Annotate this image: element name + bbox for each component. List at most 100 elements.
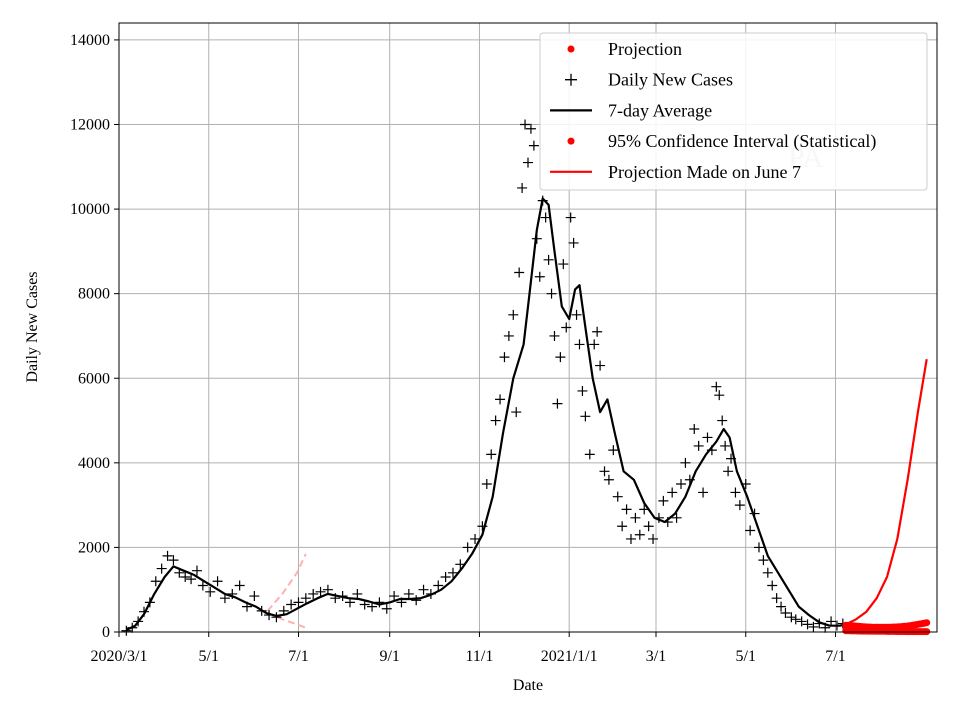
daily-new-cases-marker — [558, 259, 569, 270]
legend-marker — [567, 137, 575, 145]
daily-new-cases-marker — [762, 567, 773, 578]
daily-new-cases-marker — [462, 542, 473, 553]
daily-new-cases-marker — [168, 555, 179, 566]
daily-new-cases-marker — [580, 411, 591, 422]
daily-new-cases-marker — [205, 586, 216, 597]
legend-label: 95% Confidence Interval (Statistical) — [608, 131, 876, 152]
daily-new-cases-marker — [418, 584, 429, 595]
daily-new-cases-marker — [433, 580, 444, 591]
x-axis-label: Date — [513, 677, 543, 694]
legend-label: Projection Made on June 7 — [608, 162, 801, 182]
daily-new-cases-marker — [790, 614, 801, 625]
daily-new-cases-marker — [191, 565, 202, 576]
daily-new-cases-marker — [643, 521, 654, 532]
daily-new-cases-marker — [315, 586, 326, 597]
daily-new-cases-marker — [767, 580, 778, 591]
legend-label: Daily New Cases — [608, 70, 733, 90]
y-tick-label: 14000 — [70, 32, 110, 49]
daily-new-cases-marker — [667, 487, 678, 498]
daily-new-cases-marker — [584, 449, 595, 460]
daily-new-cases-marker — [771, 593, 782, 604]
daily-new-cases-marker — [776, 601, 787, 612]
daily-new-cases-marker — [271, 612, 282, 623]
daily-new-cases-marker — [555, 352, 566, 363]
early-projection-lower — [267, 612, 307, 629]
daily-new-cases-marker — [676, 478, 687, 489]
early-projection — [266, 553, 307, 629]
daily-new-cases-marker — [717, 415, 728, 426]
daily-new-cases-marker — [680, 457, 691, 468]
daily-new-cases-marker — [634, 529, 645, 540]
daily-new-cases-marker — [150, 576, 161, 587]
daily-new-cases-marker — [658, 495, 669, 506]
daily-new-cases-marker — [540, 212, 551, 223]
daily-new-cases-marker — [714, 390, 725, 401]
daily-new-cases-marker — [758, 555, 769, 566]
daily-new-cases-marker — [734, 500, 745, 511]
daily-new-cases-marker — [753, 542, 764, 553]
legend-marker — [567, 45, 575, 53]
daily-new-cases-marker — [511, 407, 522, 418]
daily-new-cases-marker — [520, 119, 531, 130]
x-tick-label: 5/1 — [199, 648, 219, 665]
y-tick-label: 0 — [102, 624, 110, 641]
daily-new-cases-marker — [525, 123, 536, 134]
daily-new-cases-marker — [300, 593, 311, 604]
daily-new-cases-marker — [571, 309, 582, 320]
daily-new-cases-marker — [730, 487, 741, 498]
daily-new-cases-marker — [568, 237, 579, 248]
daily-new-cases-marker — [565, 212, 576, 223]
daily-new-cases-marker — [121, 625, 132, 636]
daily-new-cases-marker — [671, 512, 682, 523]
daily-new-cases-marker — [574, 339, 585, 350]
daily-new-cases-marker — [612, 491, 623, 502]
daily-new-cases-marker — [389, 591, 400, 602]
daily-new-cases-marker — [212, 576, 223, 587]
daily-new-cases-marker — [180, 572, 191, 583]
y-tick-label: 4000 — [78, 455, 110, 472]
plot-frame — [118, 22, 938, 633]
daily-new-cases-marker — [162, 550, 173, 561]
daily-new-cases-marker — [308, 588, 319, 599]
y-tick-label: 12000 — [70, 117, 110, 134]
daily-new-cases-marker — [234, 580, 245, 591]
series-line — [845, 359, 928, 626]
x-tick-label: 2020/3/1 — [91, 648, 148, 665]
daily-new-cases-marker — [508, 309, 519, 320]
daily-new-cases-marker — [577, 385, 588, 396]
daily-new-cases-marker — [546, 288, 557, 299]
daily-new-cases-marker — [698, 487, 709, 498]
daily-new-cases-marker — [802, 619, 813, 630]
daily-new-cases-marker — [621, 504, 632, 515]
daily-new-cases-marker — [403, 588, 414, 599]
daily-new-cases-marker — [481, 478, 492, 489]
daily-new-cases-marker — [711, 381, 722, 392]
daily-new-cases-marker — [517, 182, 528, 193]
daily-new-cases-marker — [745, 525, 756, 536]
daily-new-cases-marker — [786, 612, 797, 623]
x-tick-label: 11/1 — [466, 648, 494, 665]
daily-new-cases-marker — [796, 616, 807, 627]
daily-new-cases-marker — [599, 466, 610, 477]
daily-new-cases-marker — [693, 440, 704, 451]
daily-new-cases-marker — [249, 591, 260, 602]
daily-new-cases-marker — [617, 521, 628, 532]
daily-new-cases-marker — [495, 394, 506, 405]
daily-new-cases-marker — [197, 580, 208, 591]
axis-ticks: 2020/3/1 5/1 7/1 9/1 11/1 2021/1/1 3/1 5/1 7/1 0 2… — [70, 32, 846, 665]
daily-new-cases-marker — [156, 563, 167, 574]
daily-new-cases-marker — [490, 415, 501, 426]
daily-new-cases-marker — [595, 360, 606, 371]
daily-new-cases-marker — [592, 326, 603, 337]
legend-marker — [565, 73, 577, 86]
daily-new-cases-marker — [723, 466, 734, 477]
daily-new-cases-marker — [589, 339, 600, 350]
legend-label: 7-day Average — [608, 100, 712, 120]
daily-new-cases-marker — [470, 533, 481, 544]
legend-label: Projection — [608, 39, 682, 59]
x-tick-label: 7/1 — [825, 648, 845, 665]
early-projection-upper — [266, 553, 307, 612]
series-line — [125, 197, 847, 631]
daily-new-cases-marker — [720, 440, 731, 451]
